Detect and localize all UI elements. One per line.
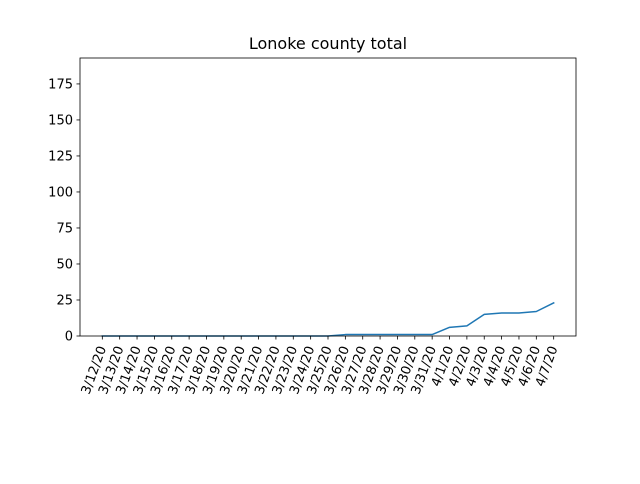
y-tick-label-175: 175 — [48, 77, 73, 92]
y-tick-label-25: 25 — [56, 293, 73, 308]
chart-title: Lonoke county total — [249, 34, 407, 53]
y-tick-label-125: 125 — [48, 149, 73, 164]
y-tick-label-50: 50 — [56, 257, 73, 272]
plot-area: 02550751001251501753/12/203/13/203/14/20… — [48, 57, 577, 396]
y-tick-label-0: 0 — [65, 330, 73, 345]
y-tick-label-150: 150 — [48, 113, 73, 128]
y-tick-label-75: 75 — [56, 221, 73, 236]
y-tick-label-100: 100 — [48, 185, 73, 200]
